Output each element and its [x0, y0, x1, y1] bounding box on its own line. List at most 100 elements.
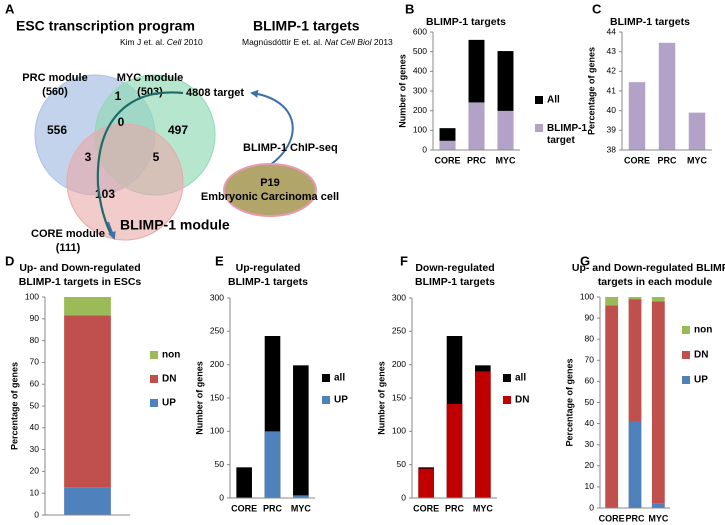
region-count: 5 — [153, 150, 160, 164]
y-tick-label: 150 — [210, 392, 224, 402]
y-tick-label: 20 — [585, 460, 595, 470]
bar — [628, 82, 646, 150]
chart-title: BLIMP-1 targets — [426, 16, 506, 28]
y-tick-label: 0 — [422, 144, 427, 154]
bar — [651, 503, 665, 508]
chart-title: targets in each module — [598, 276, 713, 288]
y-tick-label: 39 — [607, 125, 617, 135]
legend-label: all — [515, 373, 526, 384]
bar — [651, 297, 665, 302]
module-count: (503) — [137, 86, 163, 98]
module-arrow — [96, 91, 184, 237]
legend-label: DN — [515, 395, 529, 406]
bar — [64, 487, 111, 515]
y-tick-label: 100 — [580, 291, 594, 301]
y-axis-label: Percentage of genes — [564, 358, 574, 446]
x-tick-label: CORE — [413, 503, 439, 513]
x-tick-label: PRC — [625, 513, 645, 523]
chart-title: BLIMP-1 targets in ESCs — [19, 276, 142, 288]
x-tick-label: MYC — [496, 155, 517, 165]
bar — [264, 431, 281, 498]
bar — [64, 315, 111, 488]
chart-title: Up- and Down-regulated — [19, 262, 140, 274]
panel-letter: A — [5, 1, 15, 16]
y-tick-label: 10 — [585, 481, 595, 491]
region-count: 1 — [115, 89, 122, 103]
legend-swatch — [322, 374, 330, 382]
y-tick-label: 0 — [401, 492, 406, 502]
bar — [475, 371, 491, 498]
y-tick-label: 50 — [215, 459, 225, 469]
y-tick-label: 40 — [585, 418, 595, 428]
legend-swatch — [150, 399, 158, 407]
y-tick-label: 250 — [210, 326, 224, 336]
bar — [497, 110, 514, 150]
bar — [439, 140, 456, 150]
panel-subtitle: BLIMP-1 targets — [253, 18, 360, 34]
y-tick-label: 300 — [210, 292, 224, 302]
y-tick-label: 40 — [30, 422, 40, 432]
result-label: BLIMP-1 module — [120, 217, 230, 233]
citation: Kim J et. al. Cell 2010 — [120, 37, 203, 47]
legend-label: DN — [694, 350, 708, 361]
legend-swatch — [150, 375, 158, 383]
chip-arrow — [250, 89, 294, 166]
x-tick-label: MYC — [687, 155, 708, 165]
x-tick-label: CORE — [434, 155, 460, 165]
legend-label: UP — [334, 395, 348, 406]
legend-swatch — [682, 376, 690, 384]
y-tick-label: 0 — [219, 492, 224, 502]
bar — [628, 421, 642, 508]
panel-letter: E — [215, 253, 224, 268]
x-tick-label: PRC — [467, 155, 487, 165]
x-tick-label: PRC — [263, 503, 283, 513]
chart-title: Up- and Down-regulated BLIMP-1 — [572, 262, 725, 274]
panel-title: ESC transcription program — [16, 18, 195, 34]
y-tick-label: 100 — [210, 426, 224, 436]
legend-label: UP — [694, 375, 708, 386]
legend-label: non — [162, 350, 180, 361]
bar — [468, 102, 485, 150]
x-tick-label: MYC — [648, 513, 669, 523]
bar — [605, 297, 619, 306]
bar — [605, 305, 619, 508]
y-axis-label: Number of genes — [194, 361, 204, 435]
y-tick-label: 41 — [607, 85, 617, 95]
legend-swatch — [150, 351, 158, 359]
y-axis-label: Percentage of genes — [9, 362, 19, 450]
bar — [651, 301, 665, 504]
legend-label: DN — [162, 374, 176, 385]
module-count: (111) — [56, 242, 81, 254]
chart-title: Down-regulated — [415, 262, 494, 274]
bar — [628, 297, 642, 300]
citation-year: 2010 — [184, 37, 203, 47]
y-tick-label: 100 — [413, 125, 427, 135]
y-tick-label: 30 — [585, 439, 595, 449]
y-tick-label: 200 — [210, 359, 224, 369]
x-tick-label: CORE — [599, 513, 625, 523]
module-arrowhead — [107, 221, 116, 240]
bar — [446, 404, 463, 498]
legend-label: All — [547, 95, 560, 106]
module-name: PRC module — [22, 72, 87, 84]
bar — [628, 299, 642, 422]
y-tick-label: 250 — [392, 326, 406, 336]
chart-title: BLIMP-1 targets — [228, 276, 308, 288]
bar — [293, 365, 309, 498]
legend-swatch — [535, 96, 543, 104]
y-tick-label: 150 — [392, 392, 406, 402]
citation-authors: Magnúsdóttir E et. al. — [242, 37, 322, 47]
y-tick-label: 90 — [585, 312, 595, 322]
bar — [418, 468, 434, 498]
y-tick-label: 300 — [413, 85, 427, 95]
y-tick-label: 43 — [607, 46, 617, 56]
legend-swatch — [503, 374, 511, 382]
y-tick-label: 0 — [34, 509, 39, 519]
legend-label: UP — [162, 398, 176, 409]
x-tick-label: PRC — [657, 155, 677, 165]
legend-label: non — [694, 325, 712, 336]
chart-title: BLIMP-1 targets — [415, 276, 495, 288]
y-tick-label: 200 — [392, 359, 406, 369]
bar — [236, 467, 252, 498]
